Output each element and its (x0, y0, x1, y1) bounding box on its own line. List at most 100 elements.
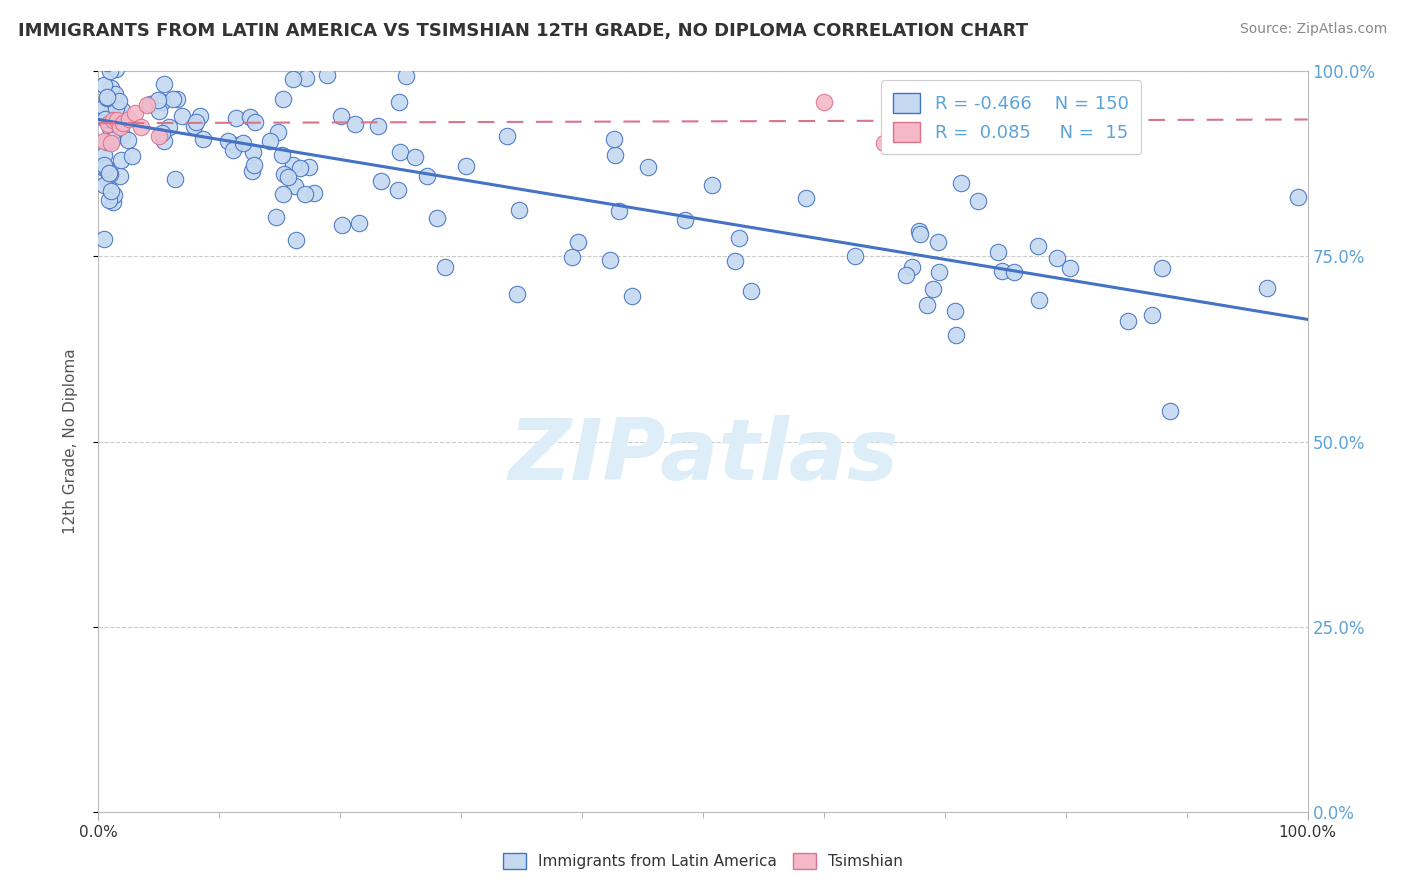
Point (100, 63, 122, 78)
Point (121, 149, 143, 163)
Point (1159, 403, 1181, 417)
Point (454, 159, 477, 173)
Point (367, 119, 389, 133)
Text: Source: ZipAtlas.com: Source: ZipAtlas.com (1240, 22, 1388, 37)
Point (94, 112, 117, 126)
Point (621, 289, 644, 303)
Point (917, 298, 939, 312)
Point (93, 161, 115, 176)
Point (93, 52, 115, 66)
Point (506, 287, 529, 301)
Point (101, 133, 124, 147)
Point (96, 90, 118, 104)
Point (240, 163, 263, 178)
Legend: R = -0.466    N = 150, R =  0.085     N =  15: R = -0.466 N = 150, R = 0.085 N = 15 (880, 80, 1142, 154)
Point (93, 148, 115, 162)
Point (894, 268, 917, 282)
Point (104, 62, 127, 76)
Text: ZIPatlas: ZIPatlas (508, 415, 898, 498)
Point (170, 109, 193, 123)
Point (157, 120, 180, 135)
Point (256, 49, 278, 63)
Point (724, 253, 747, 268)
Point (97, 174, 120, 188)
Point (908, 227, 931, 241)
Point (148, 129, 170, 144)
Point (111, 103, 134, 117)
Point (224, 137, 246, 152)
Point (100, 184, 122, 198)
Point (344, 117, 367, 131)
Point (93, 49, 115, 63)
Point (98, 120, 121, 135)
Point (966, 194, 988, 208)
Point (100, 136, 122, 151)
Point (222, 143, 245, 157)
Point (93, 232, 115, 246)
Point (242, 145, 264, 160)
Point (813, 95, 835, 110)
Point (169, 49, 191, 63)
Point (188, 109, 211, 123)
Point (284, 179, 307, 194)
Point (295, 70, 318, 85)
Point (434, 260, 457, 275)
Point (1116, 314, 1139, 328)
Point (934, 119, 956, 133)
Point (191, 132, 214, 146)
Point (97, 91, 120, 105)
Point (1140, 308, 1163, 322)
Point (928, 265, 950, 279)
Point (388, 145, 411, 160)
Point (108, 120, 131, 135)
Point (96, 135, 118, 149)
Point (1059, 260, 1081, 275)
Point (740, 285, 762, 299)
Point (100, 81, 122, 95)
Point (93, 178, 115, 193)
Point (105, 101, 128, 115)
Point (93, 104, 115, 119)
Point (927, 235, 949, 249)
Point (281, 158, 304, 172)
Point (139, 97, 162, 112)
Point (259, 134, 281, 148)
Point (1286, 190, 1309, 204)
Point (98, 193, 121, 207)
Point (129, 120, 152, 134)
Point (1152, 261, 1174, 276)
Point (273, 167, 295, 181)
Point (110, 169, 132, 184)
Point (921, 282, 943, 296)
Point (637, 160, 659, 174)
Point (271, 148, 294, 162)
Point (104, 122, 127, 136)
Point (93, 158, 115, 172)
Point (415, 169, 437, 183)
Point (907, 224, 929, 238)
Point (387, 183, 409, 197)
Point (304, 186, 326, 201)
Point (281, 72, 304, 87)
Point (702, 178, 724, 192)
Point (991, 264, 1014, 278)
Point (294, 187, 316, 202)
Point (330, 218, 353, 232)
Point (110, 153, 132, 167)
Point (152, 95, 174, 110)
Point (1046, 252, 1069, 266)
Point (239, 111, 262, 125)
Point (605, 147, 627, 161)
Point (108, 94, 131, 108)
Point (271, 187, 294, 202)
Point (148, 103, 170, 118)
Point (901, 260, 924, 274)
Point (370, 174, 392, 188)
Point (105, 113, 128, 128)
Point (404, 150, 426, 164)
Point (844, 249, 866, 263)
Point (93, 49, 115, 63)
Point (943, 304, 966, 318)
Point (93, 49, 115, 63)
Point (285, 233, 308, 247)
